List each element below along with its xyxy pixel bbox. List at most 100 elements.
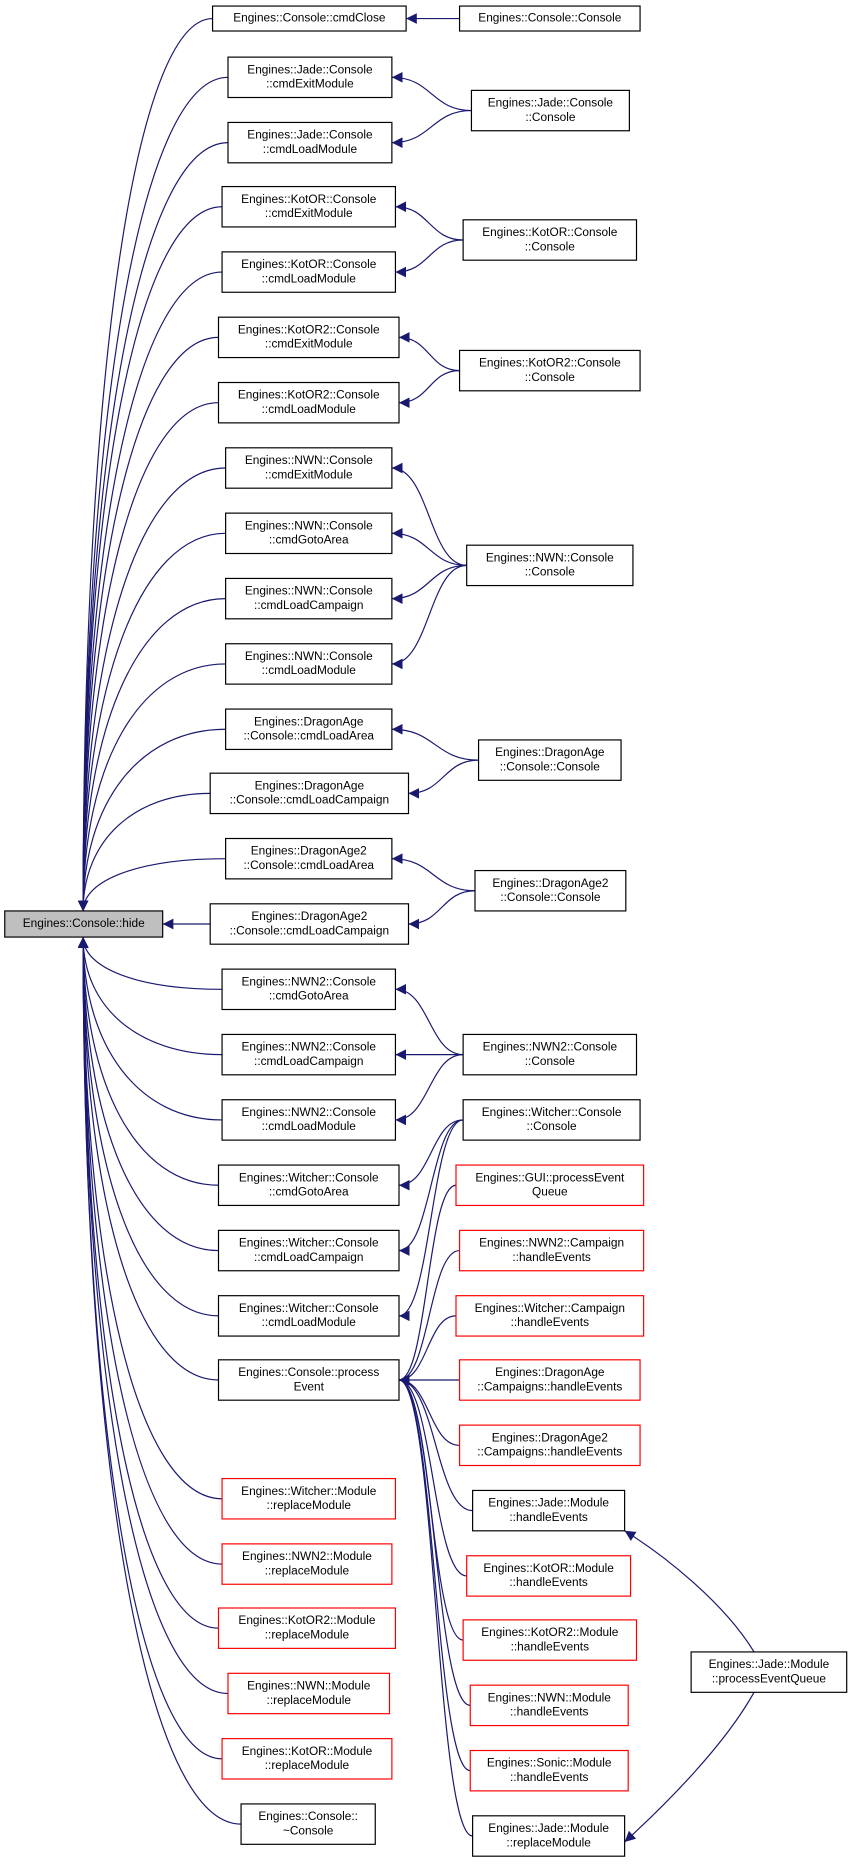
node-box — [221, 1738, 393, 1780]
node-label: Engines::Witcher::Campaign — [475, 1301, 625, 1315]
node-label: Engines::KotOR::Console — [241, 257, 377, 271]
node-box — [209, 772, 410, 815]
node-label: Engines::Witcher::Console — [239, 1301, 379, 1315]
node-box — [472, 1815, 626, 1857]
edge — [77, 937, 223, 990]
edge — [391, 723, 479, 761]
node-box — [225, 512, 393, 555]
edge — [77, 663, 226, 911]
node-label: Engines::NWN::Console — [245, 584, 373, 598]
node-label: ::handleEvents — [509, 1510, 588, 1524]
node-box — [217, 316, 400, 359]
node-label: Engines::Console:: — [258, 1809, 358, 1823]
edges — [77, 13, 755, 1843]
edge — [395, 1054, 464, 1126]
node-label: ::Console::Console — [500, 890, 601, 904]
node-label: ::replaceModule — [265, 1627, 350, 1641]
node-label: ::cmdGotoArea — [269, 989, 349, 1003]
node-label: ::handleEvents — [509, 1575, 588, 1589]
edge — [77, 271, 223, 911]
node-box — [462, 219, 638, 261]
node-label: Engines::Jade::Console — [247, 128, 373, 142]
node-label: Engines::KotOR2::Console — [238, 388, 380, 402]
node-box — [4, 910, 164, 938]
node-label: Engines::NWN2::Campaign — [479, 1236, 624, 1250]
edge — [398, 1374, 473, 1512]
edge — [77, 937, 223, 1565]
node-box — [690, 1651, 848, 1693]
node-label: ::Console — [525, 370, 576, 384]
node-label: Engines::DragonAge2 — [492, 1430, 608, 1444]
edge — [408, 890, 476, 930]
node-label: Engines::DragonAge2 — [492, 876, 608, 890]
node-label: ::cmdExitModule — [265, 337, 353, 351]
edge — [77, 937, 229, 1695]
node-box — [455, 1164, 645, 1207]
edge — [398, 1315, 457, 1386]
edge — [624, 1530, 755, 1653]
edge — [398, 1374, 473, 1837]
edge — [77, 937, 219, 1381]
node-label: ~Console — [283, 1823, 334, 1837]
node-box — [227, 1672, 391, 1715]
node-label: Engines::DragonAge — [495, 1365, 605, 1379]
node-label: ::Console — [525, 565, 576, 579]
node-label: ::replaceModule — [267, 1498, 352, 1512]
node-label: Engines::NWN::Module — [247, 1679, 371, 1693]
node-box — [469, 1684, 629, 1727]
edge — [391, 853, 476, 892]
edge — [391, 462, 467, 566]
edge — [398, 1374, 471, 1706]
edge — [391, 564, 467, 670]
node-label: Engines::NWN::Console — [245, 453, 373, 467]
node-label: ::Console::cmdLoadArea — [243, 858, 374, 872]
node-label: Engines::KotOR::Console — [482, 225, 618, 239]
node-label: ::cmdLoadModule — [262, 271, 357, 285]
node-label: Engines::Sonic::Module — [487, 1756, 612, 1770]
edge — [77, 937, 219, 1186]
edge — [77, 206, 223, 911]
node-box — [217, 1295, 400, 1337]
node-box — [462, 1099, 641, 1141]
edge — [398, 1374, 471, 1772]
node-label: Engines::Console::cmdClose — [233, 11, 386, 25]
node-label: Engines::DragonAge — [254, 714, 364, 728]
edge — [77, 76, 229, 911]
edge — [391, 109, 472, 148]
node-label: ::cmdGotoArea — [269, 1185, 349, 1199]
edge — [395, 201, 464, 241]
edge — [624, 1692, 755, 1843]
node-box — [221, 1033, 397, 1076]
node-box — [227, 121, 393, 164]
node-box — [458, 1229, 645, 1272]
node-label: Engines::Console::Console — [478, 11, 621, 25]
node-box — [240, 1803, 376, 1845]
node-box — [462, 1033, 638, 1076]
node-label: Engines::KotOR::Module — [242, 1744, 373, 1758]
node-box — [458, 1359, 641, 1401]
node-label: Engines::Witcher::Module — [241, 1484, 377, 1498]
node-box — [458, 5, 641, 32]
edge — [398, 1374, 467, 1577]
edge — [391, 527, 467, 566]
edge — [391, 564, 467, 604]
node-label: Engines::Jade::Module — [488, 1821, 609, 1835]
node-box — [217, 1229, 400, 1272]
node-label: Engines::Jade::Console — [488, 96, 614, 110]
node-label: ::Console — [525, 110, 576, 124]
node-box — [455, 1295, 645, 1337]
edge — [77, 937, 219, 1252]
node-box — [221, 1099, 397, 1141]
node-label: ::cmdLoadModule — [262, 1315, 357, 1329]
node-box — [225, 577, 393, 620]
edge — [77, 532, 226, 911]
node-label: Engines::KotOR2::Console — [238, 322, 380, 336]
node-label: Engines::KotOR2::Module — [481, 1625, 619, 1639]
node-label: ::replaceModule — [265, 1563, 350, 1577]
node-label: Engines::NWN2::Console — [242, 1040, 377, 1054]
edge — [77, 937, 223, 1121]
node-label: Engines::KotOR2::Console — [479, 356, 621, 370]
edge — [77, 17, 213, 911]
node-box — [217, 1164, 400, 1207]
